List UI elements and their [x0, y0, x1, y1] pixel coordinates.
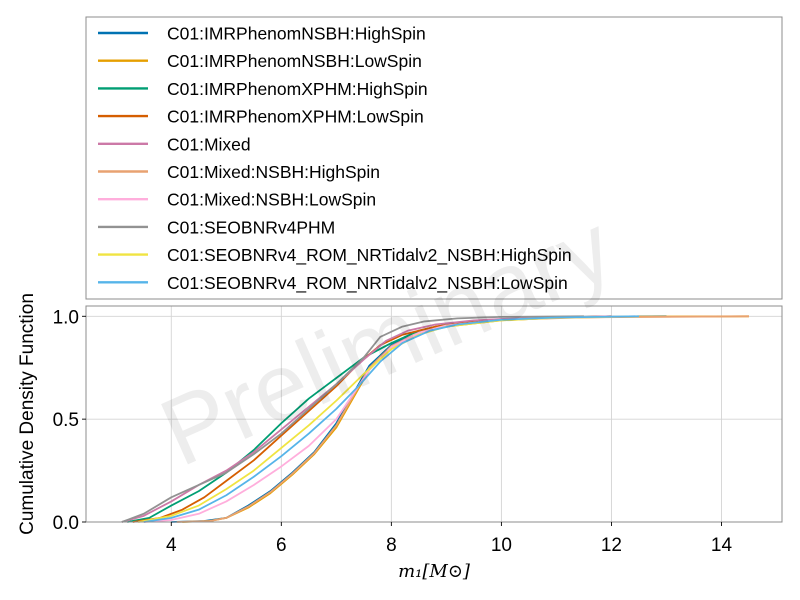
x-tick-label: 12 [601, 535, 622, 556]
legend-label-3: C01:IMRPhenomXPHM:HighSpin [167, 79, 428, 99]
x-axis-label: m₁[M⊙] [398, 561, 471, 582]
series-line-10 [143, 315, 639, 523]
x-tick-label: 10 [491, 535, 512, 556]
legend-label-5: C01:Mixed [167, 134, 251, 154]
series-line-8 [121, 315, 584, 523]
y-tick-label: 0.0 [53, 513, 79, 534]
tick-labels: 4 6 8 10 12 14 0.0 0.5 1.0 [53, 307, 733, 556]
plot-area: 4 6 8 10 12 14 0.0 0.5 1.0 [53, 305, 783, 556]
tick-marks [82, 315, 722, 526]
legend-label-10: C01:SEOBNRv4_ROM_NRTidalv2_NSBH:LowSpin [167, 273, 568, 294]
series-group [121, 315, 749, 523]
y-tick-label: 1.0 [53, 307, 79, 328]
legend-label-2: C01:IMRPhenomNSBH:LowSpin [167, 51, 422, 71]
x-tick-label: 14 [711, 535, 733, 556]
x-tick-label: 8 [386, 535, 397, 556]
legend-label-7: C01:Mixed:NSBH:LowSpin [167, 190, 376, 210]
legend: C01:IMRPhenomNSBH:HighSpin C01:IMRPhenomN… [85, 16, 783, 300]
plot-frame [85, 305, 783, 523]
x-tick-label: 4 [166, 535, 177, 556]
legend-label-1: C01:IMRPhenomNSBH:HighSpin [167, 24, 426, 44]
plot-background [86, 306, 782, 522]
y-axis-label: Cumulative Density Function [17, 293, 38, 535]
legend-label-8: C01:SEOBNRv4PHM [167, 217, 335, 237]
legend-frame [85, 16, 783, 300]
legend-label-6: C01:Mixed:NSBH:HighSpin [167, 162, 380, 182]
legend-label-4: C01:IMRPhenomXPHM:LowSpin [167, 107, 424, 127]
y-tick-label: 0.5 [53, 410, 79, 431]
x-tick-label: 6 [276, 535, 287, 556]
legend-label-9: C01:SEOBNRv4_ROM_NRTidalv2_NSBH:HighSpin [167, 245, 572, 266]
